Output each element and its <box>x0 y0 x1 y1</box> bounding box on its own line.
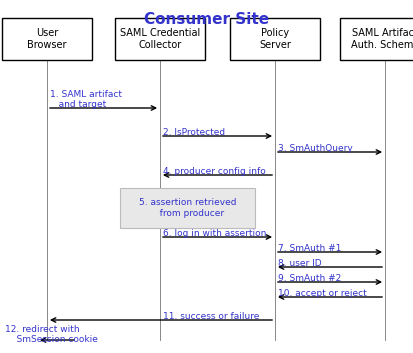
Text: 1. SAML artifact
   and target: 1. SAML artifact and target <box>50 90 122 109</box>
Text: 5. assertion retrieved
   from producer: 5. assertion retrieved from producer <box>139 198 236 218</box>
Text: 11. success or failure: 11. success or failure <box>163 312 259 321</box>
Bar <box>120 188 255 228</box>
Text: 10. accept or reject: 10. accept or reject <box>278 289 367 298</box>
Text: 12. redirect with
    SmSession cookie: 12. redirect with SmSession cookie <box>5 325 98 345</box>
Text: SAML Artifact
Auth. Scheme: SAML Artifact Auth. Scheme <box>351 28 413 50</box>
Text: 3. SmAuthQuery: 3. SmAuthQuery <box>278 144 353 153</box>
Text: Policy
Server: Policy Server <box>259 28 291 50</box>
Text: 6. log in with assertion: 6. log in with assertion <box>163 229 266 238</box>
Text: 9. SmAuth #2: 9. SmAuth #2 <box>278 274 341 283</box>
Text: 2. IsProtected: 2. IsProtected <box>163 128 225 137</box>
Text: SAML Credential
Collector: SAML Credential Collector <box>120 28 200 50</box>
Bar <box>230 18 320 60</box>
Bar <box>340 18 413 60</box>
Bar <box>115 18 205 60</box>
Text: 8. user ID: 8. user ID <box>278 259 322 268</box>
Bar <box>2 18 92 60</box>
Text: Consumer Site: Consumer Site <box>144 12 269 27</box>
Text: 7. SmAuth #1: 7. SmAuth #1 <box>278 244 342 253</box>
Text: 4. producer config info: 4. producer config info <box>163 167 266 176</box>
Text: User
Browser: User Browser <box>27 28 67 50</box>
